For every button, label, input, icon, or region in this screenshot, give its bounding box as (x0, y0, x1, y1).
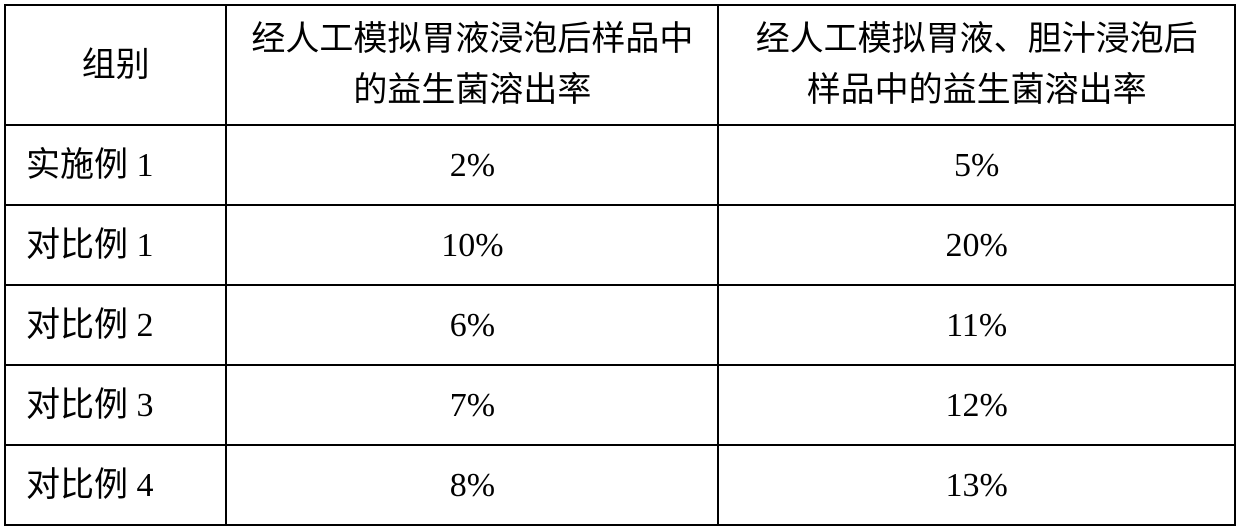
cell-group: 实施例 1 (5, 125, 226, 205)
cell-group: 对比例 2 (5, 285, 226, 365)
col-header-gastric: 经人工模拟胃液浸泡后样品中的益生菌溶出率 (226, 5, 718, 125)
cell-gastric: 6% (226, 285, 718, 365)
cell-gastric-bile: 20% (718, 205, 1235, 285)
table-header-row: 组别 经人工模拟胃液浸泡后样品中的益生菌溶出率 经人工模拟胃液、胆汁浸泡后样品中… (5, 5, 1235, 125)
table-row: 对比例 3 7% 12% (5, 365, 1235, 445)
cell-gastric: 7% (226, 365, 718, 445)
table-row: 对比例 4 8% 13% (5, 445, 1235, 525)
cell-gastric-bile: 5% (718, 125, 1235, 205)
cell-gastric-bile: 13% (718, 445, 1235, 525)
col-header-group: 组别 (5, 5, 226, 125)
col-header-gastric-bile: 经人工模拟胃液、胆汁浸泡后样品中的益生菌溶出率 (718, 5, 1235, 125)
table-row: 对比例 1 10% 20% (5, 205, 1235, 285)
table-row: 对比例 2 6% 11% (5, 285, 1235, 365)
cell-gastric: 2% (226, 125, 718, 205)
cell-group: 对比例 1 (5, 205, 226, 285)
cell-gastric: 8% (226, 445, 718, 525)
data-table: 组别 经人工模拟胃液浸泡后样品中的益生菌溶出率 经人工模拟胃液、胆汁浸泡后样品中… (4, 4, 1236, 526)
table-row: 实施例 1 2% 5% (5, 125, 1235, 205)
cell-gastric: 10% (226, 205, 718, 285)
cell-gastric-bile: 12% (718, 365, 1235, 445)
cell-group: 对比例 4 (5, 445, 226, 525)
table-container: 组别 经人工模拟胃液浸泡后样品中的益生菌溶出率 经人工模拟胃液、胆汁浸泡后样品中… (0, 0, 1240, 528)
cell-group: 对比例 3 (5, 365, 226, 445)
cell-gastric-bile: 11% (718, 285, 1235, 365)
